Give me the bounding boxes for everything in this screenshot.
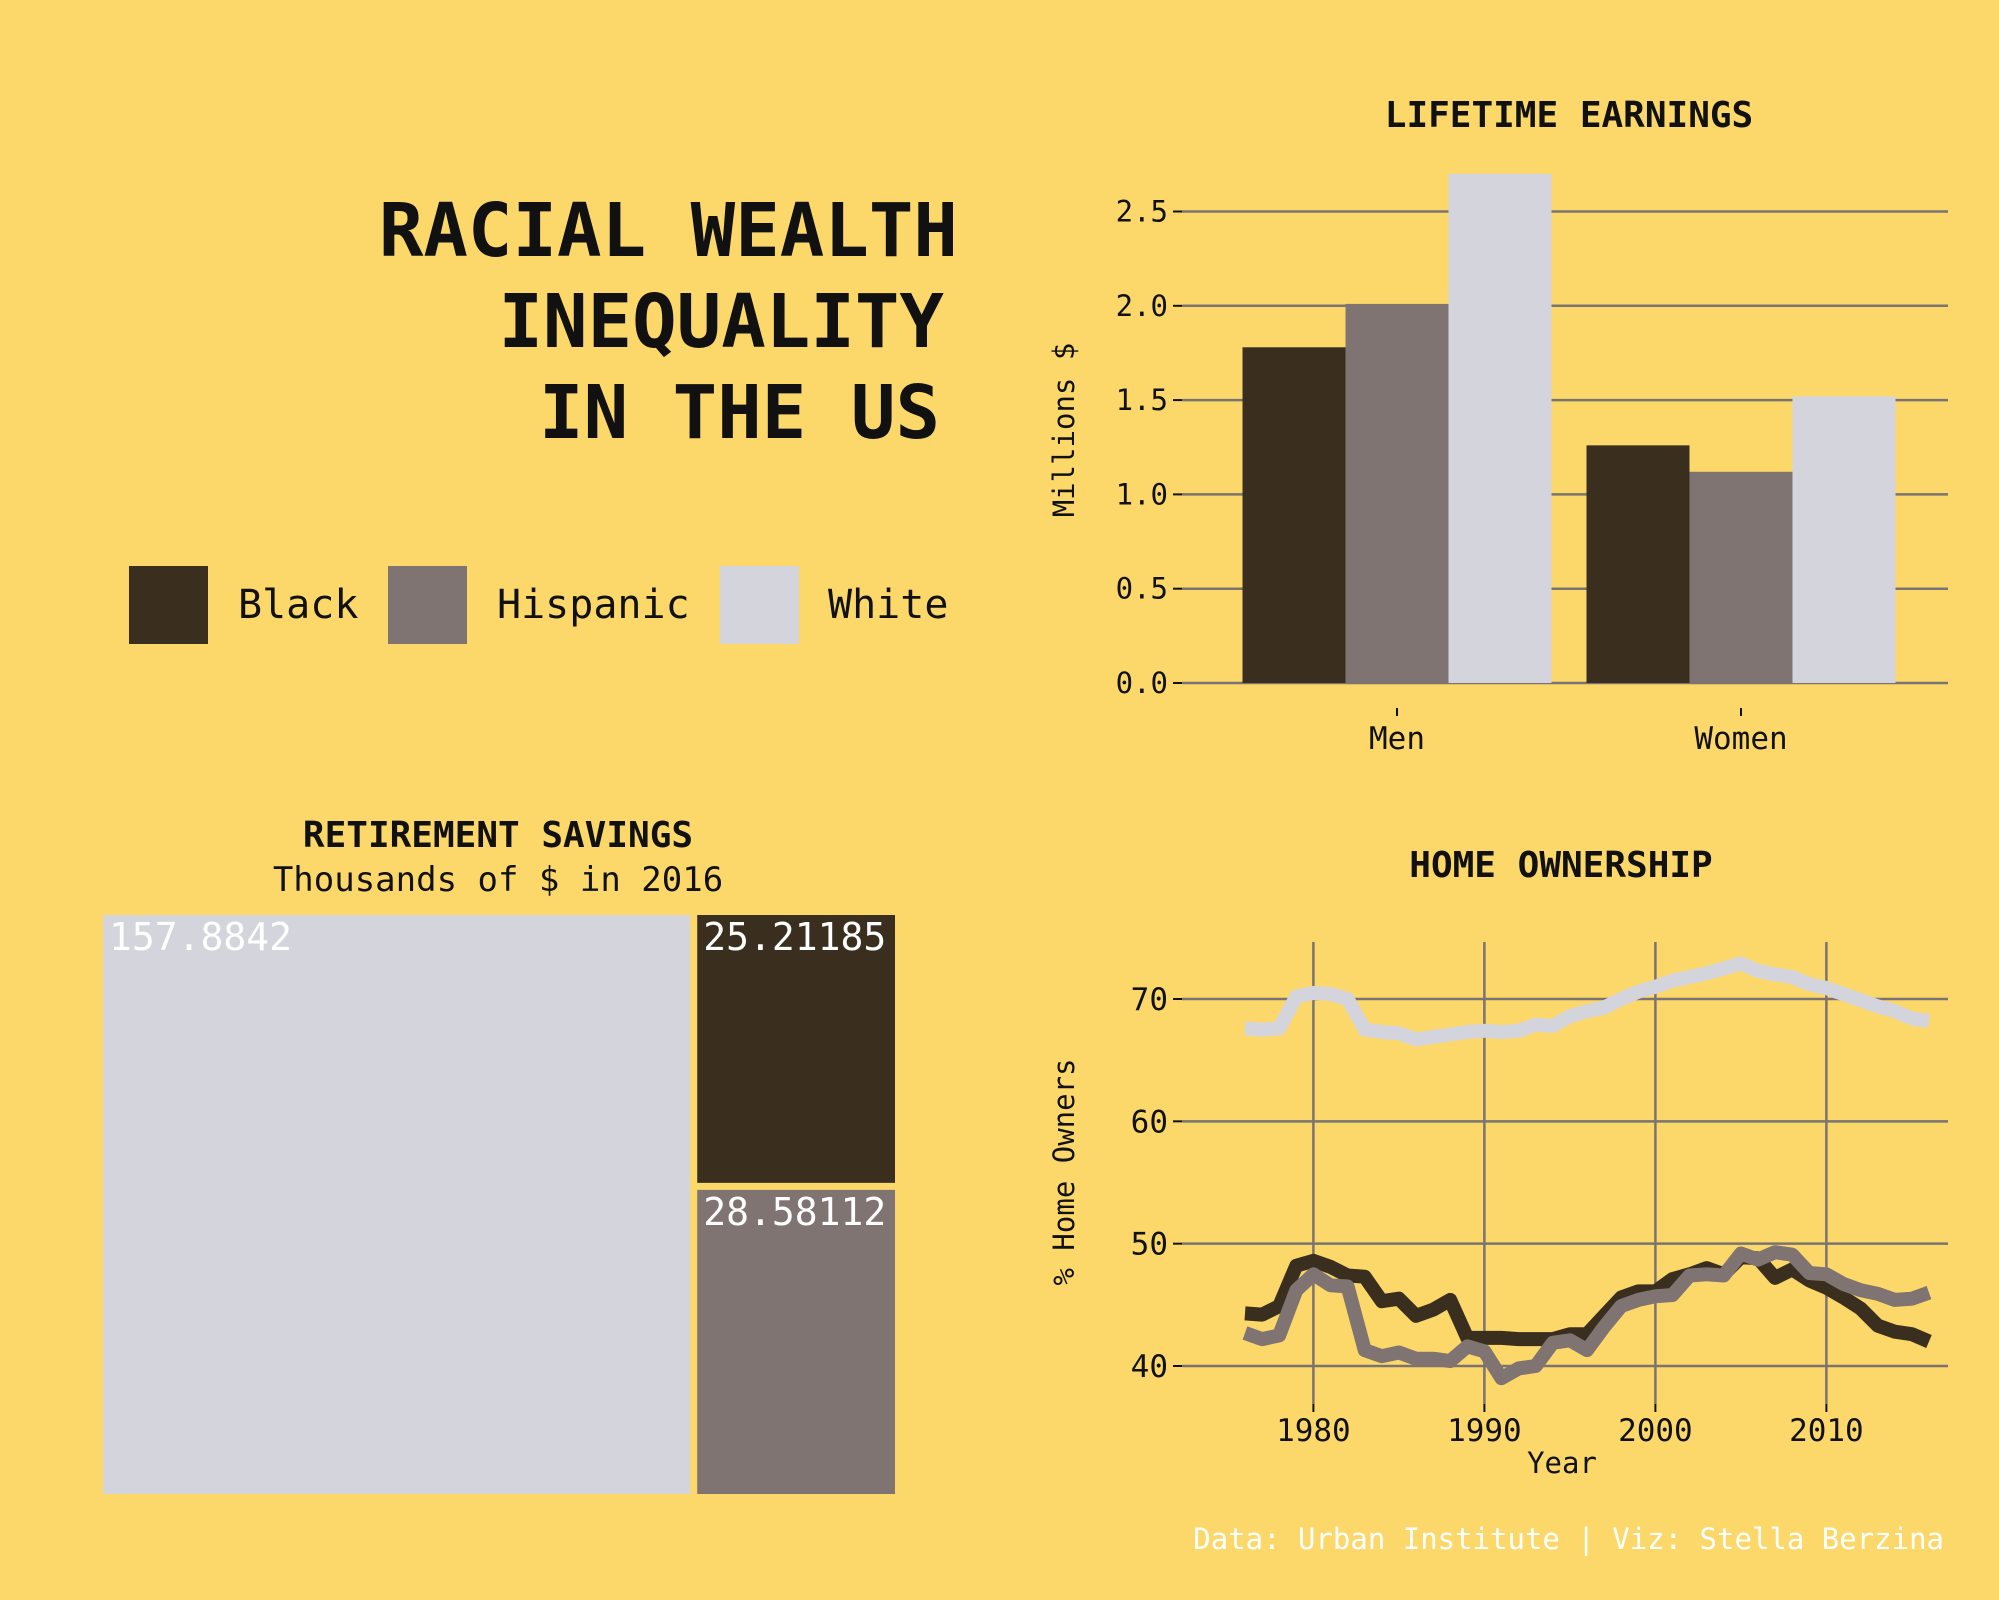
lifetime-earnings-y-axis-label: Millions $ xyxy=(1047,343,1081,518)
treemap-tile-hispanic xyxy=(697,1189,895,1494)
main-title: RACIAL WEALTH INEQUALITY IN THE US xyxy=(379,188,958,456)
treemap-tile-white xyxy=(103,915,691,1494)
y-tick-label: 0.5 xyxy=(1116,572,1168,606)
bar-men-white xyxy=(1448,173,1552,683)
home-ownership-title: HOME OWNERSHIP xyxy=(1409,845,1712,886)
home-ownership-chart: HOME OWNERSHIP % Home Owners Year 40 50 60… xyxy=(1047,845,1948,1480)
title-line-3: IN THE US xyxy=(539,370,940,456)
bar-women-black xyxy=(1586,445,1690,683)
x-tick-label: 1980 xyxy=(1276,1413,1351,1449)
bar-men-hispanic xyxy=(1345,303,1449,683)
title-line-2: INEQUALITY xyxy=(498,279,944,365)
treemap-label-hispanic: 28.58112 xyxy=(703,1190,886,1234)
retirement-savings-chart: RETIREMENT SAVINGS Thousands of $ in 201… xyxy=(103,815,895,1494)
lifetime-earnings-title: LIFETIME EARNINGS xyxy=(1385,95,1753,136)
y-tick-label: 1.0 xyxy=(1116,477,1168,511)
treemap-label-black: 25.21185 xyxy=(703,915,886,959)
bar-women-hispanic xyxy=(1689,471,1793,683)
bar-men-black xyxy=(1242,347,1346,683)
legend: Black Hispanic White xyxy=(129,566,948,644)
y-tick-label: 50 xyxy=(1131,1227,1168,1263)
x-tick-label: 2010 xyxy=(1789,1413,1864,1449)
legend-swatch-white xyxy=(720,566,799,644)
line-series-white xyxy=(1244,956,1930,1047)
y-tick-label: 0.0 xyxy=(1116,666,1168,700)
y-tick-label: 2.0 xyxy=(1116,289,1168,323)
bar-women-white xyxy=(1792,396,1896,683)
home-ownership-x-axis-label: Year xyxy=(1527,1446,1597,1480)
lifetime-earnings-chart: LIFETIME EARNINGS Millions $ 0.0 0.5 1.0 1.… xyxy=(1047,95,1948,757)
treemap-label-white: 157.8842 xyxy=(109,915,292,959)
x-tick-label-men: Men xyxy=(1369,721,1425,757)
line-series-hispanic xyxy=(1242,1245,1932,1386)
title-line-1: RACIAL WEALTH xyxy=(379,188,958,274)
legend-swatch-black xyxy=(129,566,208,644)
x-tick-label: 1990 xyxy=(1447,1413,1522,1449)
legend-label-hispanic: Hispanic xyxy=(497,582,690,628)
x-tick-label: 2000 xyxy=(1618,1413,1693,1449)
retirement-savings-title: RETIREMENT SAVINGS xyxy=(303,815,693,856)
legend-label-black: Black xyxy=(238,582,358,628)
x-tick-label-women: Women xyxy=(1694,721,1787,757)
y-tick-label: 70 xyxy=(1131,982,1168,1018)
retirement-savings-subtitle: Thousands of $ in 2016 xyxy=(273,860,723,900)
legend-label-white: White xyxy=(828,582,948,628)
y-tick-label: 1.5 xyxy=(1116,383,1168,417)
legend-swatch-hispanic xyxy=(388,566,467,644)
line-series-black xyxy=(1244,1250,1932,1348)
treemap-tile-black xyxy=(697,915,895,1183)
home-ownership-y-axis-label: % Home Owners xyxy=(1047,1059,1081,1286)
y-tick-label: 60 xyxy=(1131,1104,1168,1140)
source-caption: Data: Urban Institute | Viz: Stella Berz… xyxy=(1193,1522,1944,1556)
y-tick-label: 40 xyxy=(1131,1349,1168,1385)
y-tick-label: 2.5 xyxy=(1116,194,1168,228)
